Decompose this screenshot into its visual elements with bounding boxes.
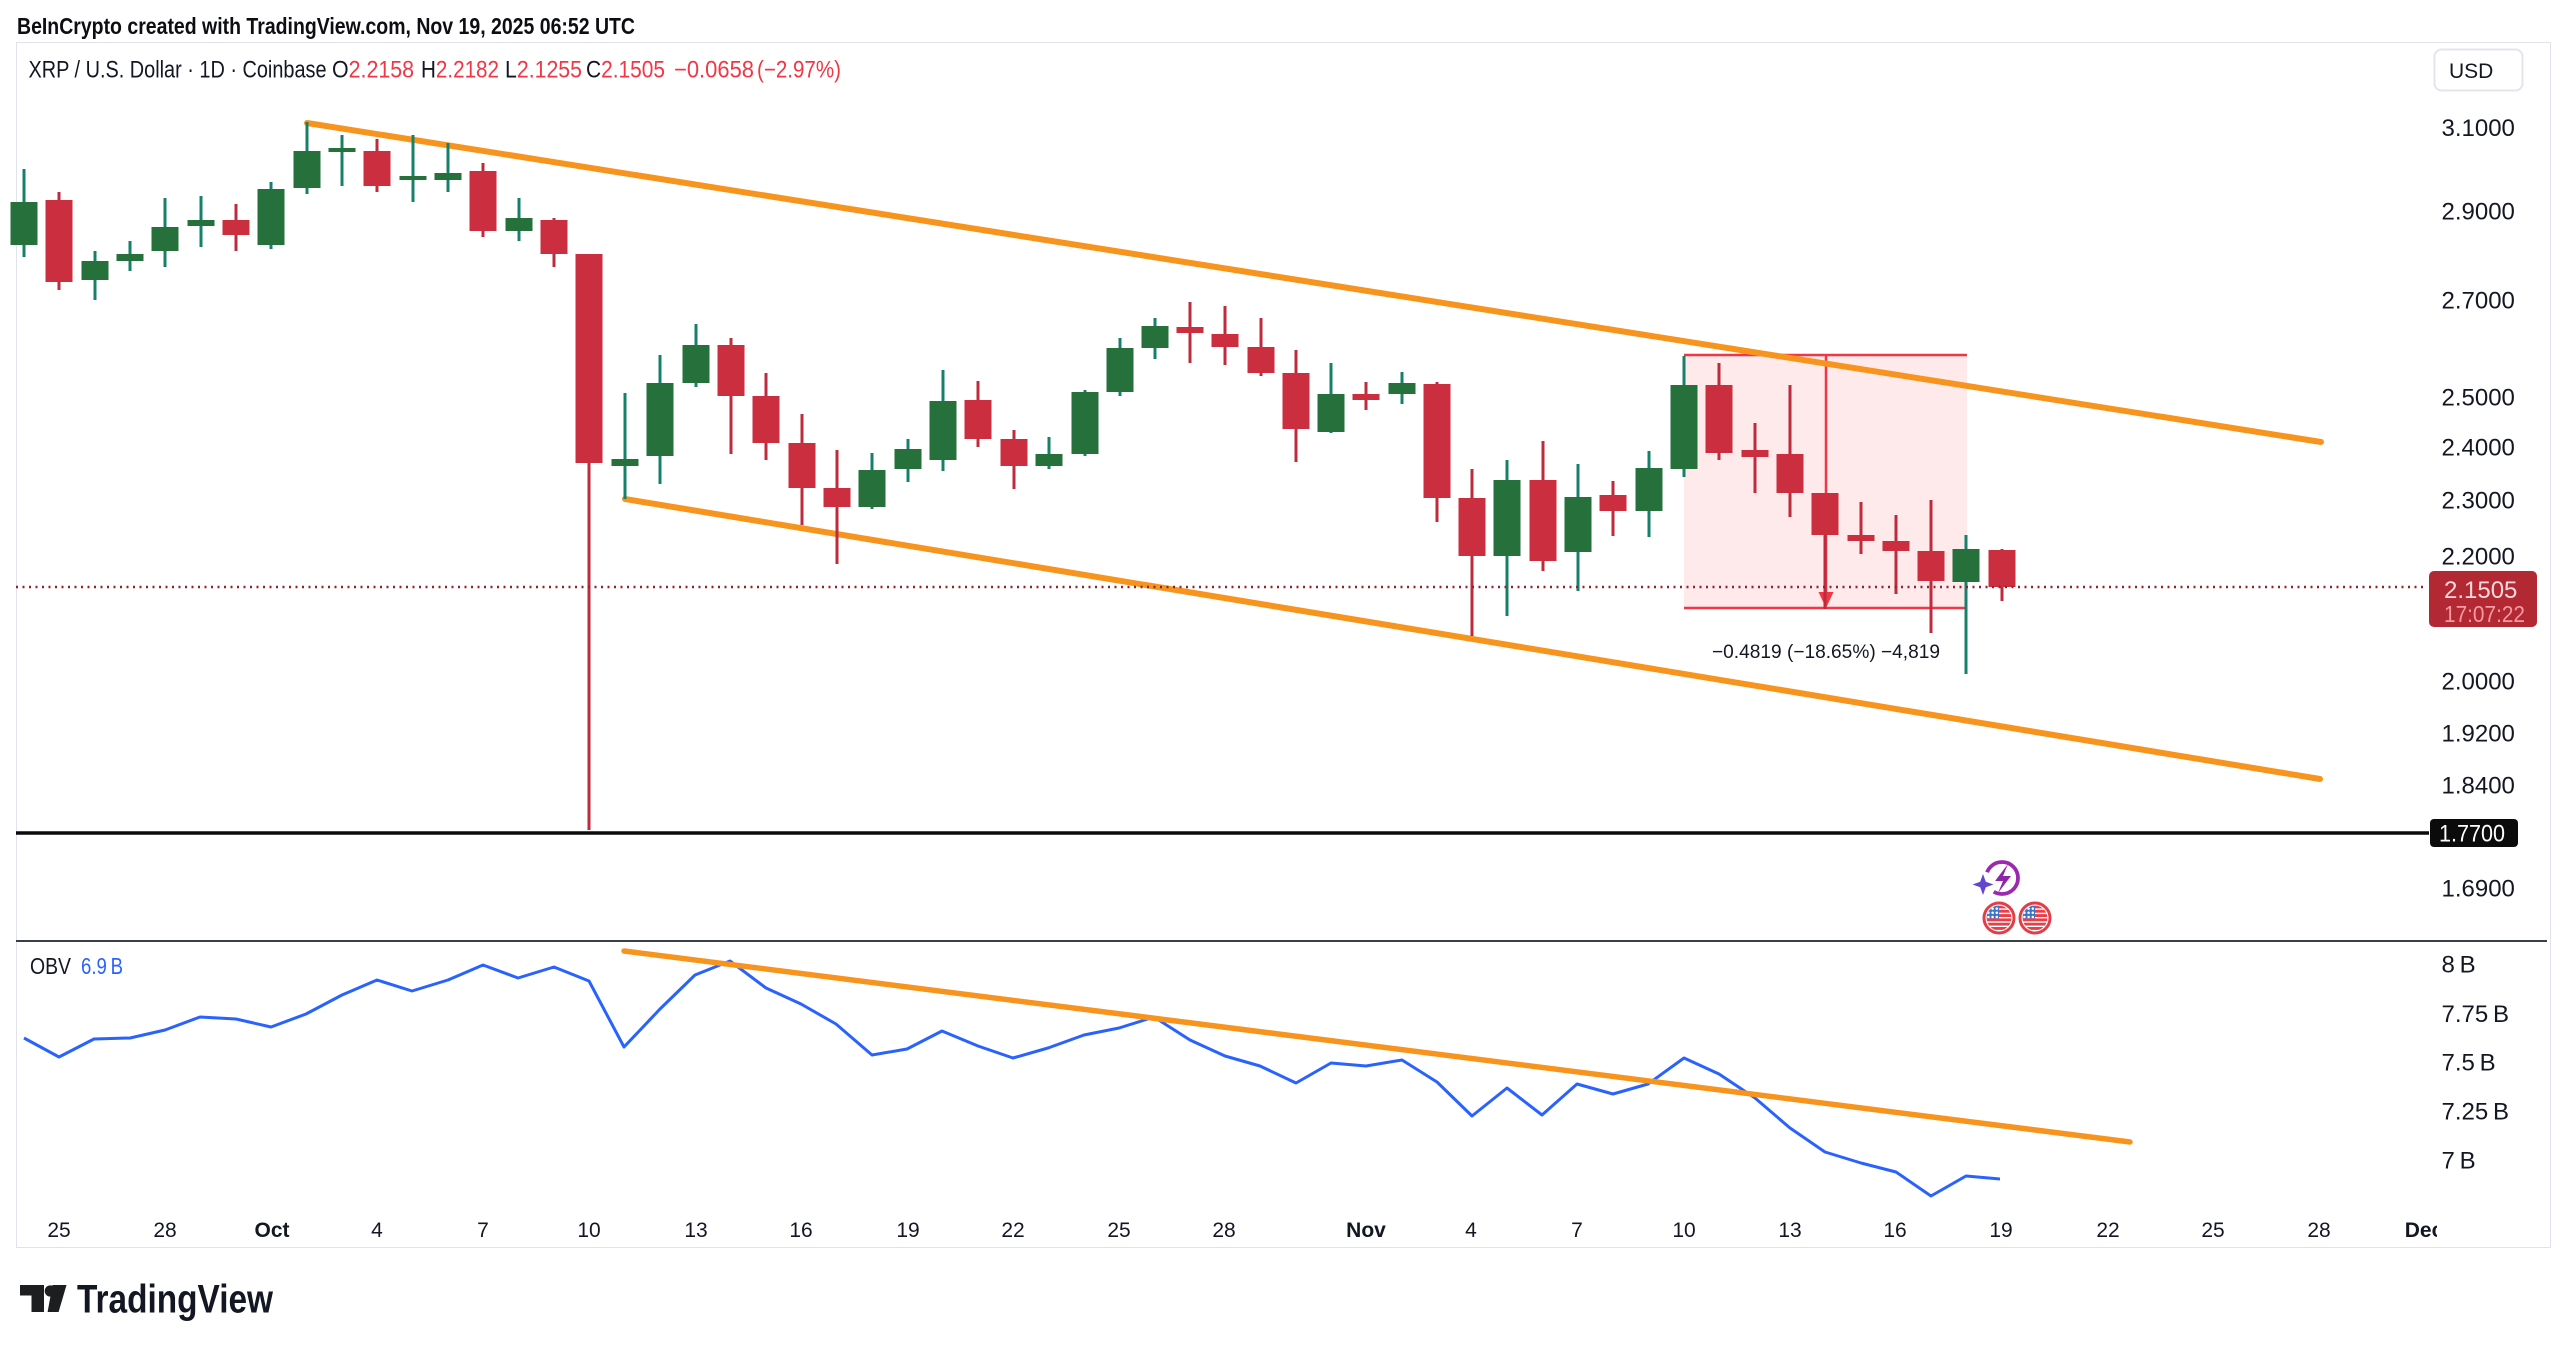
svg-text:17:07:22: 17:07:22 xyxy=(2444,601,2525,627)
svg-text:BeInCrypto created with Tradin: BeInCrypto created with TradingView.com,… xyxy=(17,13,635,39)
svg-text:8 B: 8 B xyxy=(2442,952,2476,979)
svg-text:25: 25 xyxy=(2201,1219,2224,1242)
svg-text:10: 10 xyxy=(1672,1219,1695,1242)
svg-text:22: 22 xyxy=(2096,1219,2119,1242)
svg-text:28: 28 xyxy=(2307,1219,2330,1242)
svg-text:Oct: Oct xyxy=(254,1219,289,1242)
svg-text:1.7700: 1.7700 xyxy=(2439,821,2505,848)
svg-text:2.2000: 2.2000 xyxy=(2442,544,2515,571)
svg-text:7.25 B: 7.25 B xyxy=(2442,1099,2510,1126)
svg-text:28: 28 xyxy=(1212,1219,1235,1242)
svg-text:−0.0658: −0.0658 xyxy=(674,57,754,84)
svg-text:2.1505: 2.1505 xyxy=(2444,577,2517,604)
svg-text:16: 16 xyxy=(1883,1219,1906,1242)
svg-text:4: 4 xyxy=(371,1219,383,1242)
svg-text:2.4000: 2.4000 xyxy=(2442,435,2515,462)
svg-text:2.0000: 2.0000 xyxy=(2442,669,2515,696)
svg-text:7: 7 xyxy=(1571,1219,1583,1242)
svg-text:28: 28 xyxy=(153,1219,176,1242)
svg-text:−0.4819 (−18.65%) −4,819: −0.4819 (−18.65%) −4,819 xyxy=(1712,641,1940,663)
svg-text:2.7000: 2.7000 xyxy=(2442,288,2515,315)
svg-text:7.5 B: 7.5 B xyxy=(2442,1050,2496,1077)
svg-text:Dec: Dec xyxy=(2405,1219,2444,1242)
svg-text:C2.1505: C2.1505 xyxy=(586,57,665,84)
svg-text:(−2.97%): (−2.97%) xyxy=(757,57,841,84)
svg-text:H2.2182: H2.2182 xyxy=(421,57,499,84)
svg-text:2.9000: 2.9000 xyxy=(2442,199,2515,226)
svg-text:13: 13 xyxy=(684,1219,707,1242)
svg-text:USD: USD xyxy=(2449,60,2493,83)
svg-text:2.3000: 2.3000 xyxy=(2442,488,2515,515)
svg-text:16: 16 xyxy=(789,1219,812,1242)
svg-text:22: 22 xyxy=(1001,1219,1024,1242)
svg-text:TradingView: TradingView xyxy=(77,1278,274,1322)
svg-text:6.9 B: 6.9 B xyxy=(81,953,123,979)
svg-text:1.6900: 1.6900 xyxy=(2442,876,2515,903)
svg-text:1.8400: 1.8400 xyxy=(2442,773,2515,800)
svg-text:XRP / U.S. Dollar · 1D · Coinb: XRP / U.S. Dollar · 1D · Coinbase xyxy=(29,57,327,84)
svg-text:1.9200: 1.9200 xyxy=(2442,721,2515,748)
svg-text:7: 7 xyxy=(477,1219,489,1242)
svg-text:19: 19 xyxy=(1989,1219,2012,1242)
svg-text:25: 25 xyxy=(1107,1219,1130,1242)
svg-text:25: 25 xyxy=(47,1219,70,1242)
svg-text:7.75 B: 7.75 B xyxy=(2442,1001,2510,1028)
svg-text:Nov: Nov xyxy=(1346,1219,1386,1242)
svg-text:13: 13 xyxy=(1778,1219,1801,1242)
svg-text:7 B: 7 B xyxy=(2442,1148,2476,1175)
svg-text:10: 10 xyxy=(577,1219,600,1242)
svg-text:19: 19 xyxy=(896,1219,919,1242)
svg-text:2.5000: 2.5000 xyxy=(2442,385,2515,412)
svg-text:O2.2158: O2.2158 xyxy=(332,57,414,84)
svg-text:OBV: OBV xyxy=(30,953,71,979)
svg-text:L2.1255: L2.1255 xyxy=(505,57,582,84)
svg-text:3.1000: 3.1000 xyxy=(2442,115,2515,142)
svg-text:4: 4 xyxy=(1465,1219,1477,1242)
